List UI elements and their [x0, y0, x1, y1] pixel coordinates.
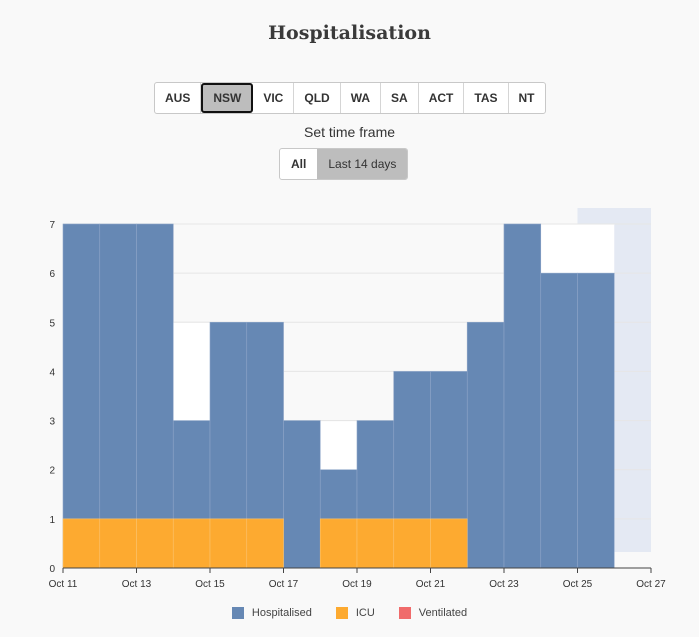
legend-label: Ventilated — [418, 607, 468, 619]
y-tick-label: 4 — [49, 367, 55, 378]
state-button-nt[interactable]: NT — [518, 91, 535, 105]
state-button-qld[interactable]: QLD — [294, 83, 341, 113]
state-button-nsw[interactable]: NSW — [201, 83, 254, 113]
timeframe-label: Set time frame — [303, 124, 396, 140]
legend-label: ICU — [355, 607, 375, 619]
y-tick-label: 7 — [49, 220, 55, 231]
hospitalisation-chart: 0 1 2 3 4 5 6 7 Oct 11 Oct 13 Oct 15 Oct 17 Oct 19 Oc… — [49, 208, 666, 590]
state-selector: AUS NSW VIC QLD WA SA ACT TAS NT — [154, 82, 546, 114]
x-tick-label: Oct 17 — [269, 579, 299, 590]
bar-icu — [393, 518, 431, 569]
bar-hospitalised — [503, 223, 542, 569]
y-tick-label: 0 — [49, 564, 55, 575]
bar-icu — [319, 518, 358, 569]
legend-item: Hospitalised — [231, 607, 312, 619]
bar-hospitalised — [62, 223, 101, 569]
x-tick-label: Oct 19 — [342, 579, 372, 590]
x-tick-label: Oct 13 — [122, 579, 152, 590]
legend-item: Ventilated — [398, 607, 468, 619]
bar-icu — [430, 518, 468, 569]
state-button-sa[interactable]: SA — [381, 83, 419, 113]
bar-icu — [209, 518, 248, 569]
x-tick-label: Oct 25 — [563, 579, 593, 590]
bar-hospitalised — [577, 272, 615, 569]
x-tick-label: Oct 23 — [489, 579, 519, 590]
x-tick-label: Oct 11 — [49, 579, 78, 590]
x-tick-label: Oct 21 — [416, 579, 446, 590]
state-button-tas[interactable]: TAS — [464, 83, 509, 113]
bar-icu — [246, 518, 284, 569]
bar-icu — [356, 518, 395, 569]
bar-hospitalised — [540, 272, 578, 569]
bar-icu — [172, 518, 211, 569]
bar-hospitalised — [99, 223, 137, 569]
y-tick-label: 1 — [49, 515, 55, 526]
bar-hospitalised — [466, 321, 505, 569]
state-button-vic[interactable]: VIC — [253, 83, 295, 113]
y-tick-label: 6 — [49, 269, 55, 280]
timeframe-button-all[interactable]: All — [291, 157, 307, 171]
bar-icu — [99, 518, 137, 569]
bar-hospitalised — [136, 223, 174, 569]
legend-swatch — [231, 607, 244, 619]
y-tick-label: 3 — [49, 417, 55, 428]
bar-icu — [62, 518, 101, 569]
chart-title: Hospitalisation — [268, 22, 431, 44]
bar-icu — [136, 518, 174, 569]
x-tick-label: Oct 15 — [195, 579, 225, 590]
legend-item: ICU — [335, 607, 375, 619]
x-tick-label: Oct 27 — [636, 579, 666, 590]
timeframe-button-last-14-days[interactable]: Last 14 days — [317, 149, 408, 179]
legend: Hospitalised ICU Ventilated — [0, 607, 699, 619]
y-tick-label: 5 — [49, 318, 55, 329]
y-tick-label: 2 — [49, 466, 55, 477]
timeframe-selector: All Last 14 days — [279, 148, 409, 180]
legend-label: Hospitalised — [251, 607, 312, 619]
state-button-act[interactable]: ACT — [419, 83, 465, 113]
state-button-wa[interactable]: WA — [341, 83, 382, 113]
legend-swatch — [335, 607, 348, 619]
state-button-aus[interactable]: AUS — [155, 83, 202, 113]
legend-swatch — [398, 607, 411, 619]
bar-hospitalised — [283, 420, 321, 569]
